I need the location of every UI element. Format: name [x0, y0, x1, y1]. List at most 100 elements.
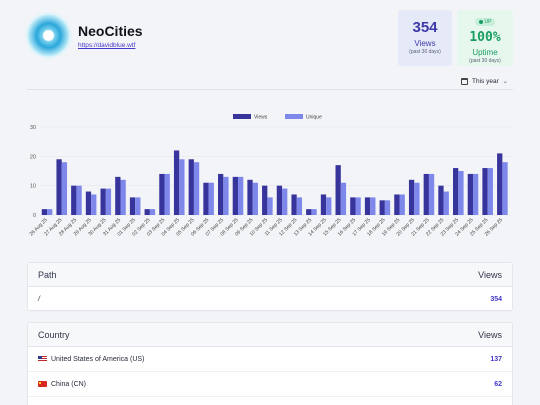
site-name: NeoCities	[78, 23, 143, 39]
bar-unique	[164, 173, 170, 215]
bar-views	[71, 185, 77, 215]
bar-views	[364, 197, 371, 215]
country-cell: China (CN)	[51, 380, 87, 388]
period-label: This year	[472, 78, 499, 85]
bar-unique	[223, 176, 229, 215]
bar-views	[306, 209, 312, 215]
path-views-cell: 354	[490, 295, 502, 303]
bar-unique	[91, 194, 97, 215]
bar-unique	[472, 173, 479, 215]
views-label: Views	[414, 39, 436, 48]
bar-views	[467, 173, 473, 215]
bar-views	[188, 159, 194, 215]
table-row[interactable]: China (CN) 62	[28, 372, 512, 397]
path-column-header: Path	[38, 269, 57, 280]
y-tick-label: 0	[33, 213, 36, 219]
bar-views	[203, 182, 209, 215]
bar-views	[129, 197, 136, 215]
y-tick-label: 20	[30, 154, 36, 160]
bar-views	[350, 197, 356, 215]
views-count: 354	[412, 19, 438, 36]
bar-views	[394, 194, 400, 215]
bar-views	[497, 153, 503, 215]
bar-views	[232, 176, 238, 215]
cn-flag-icon	[38, 381, 47, 387]
bar-unique	[340, 182, 347, 215]
bar-views	[218, 173, 224, 215]
bar-unique	[355, 197, 361, 215]
bar-unique	[237, 176, 244, 215]
period-dropdown[interactable]: This year ⌄	[461, 78, 508, 85]
bar-unique	[370, 197, 376, 215]
bar-unique	[135, 197, 141, 215]
country-views-cell: 137	[490, 355, 502, 363]
bar-views	[41, 209, 48, 215]
bar-views	[482, 168, 488, 215]
header-divider	[27, 89, 513, 90]
paths-table: Path Views / 354	[27, 262, 513, 312]
status-dot-icon	[478, 19, 483, 24]
bar-views	[408, 179, 415, 215]
bar-unique	[443, 191, 449, 215]
bar-unique	[120, 179, 126, 215]
bar-unique	[76, 185, 82, 215]
bar-views	[173, 150, 180, 215]
views-period: (past 30 days)	[409, 49, 441, 55]
countries-table: Country Views United States of America (…	[27, 322, 513, 405]
bar-unique	[428, 173, 435, 215]
bar-unique	[193, 162, 200, 215]
chevron-down-icon: ⌄	[502, 79, 508, 85]
uptime-period: (past 30 days)	[469, 58, 501, 64]
bar-views	[115, 176, 121, 215]
bar-unique	[105, 188, 112, 215]
bar-unique	[61, 162, 68, 215]
uptime-stat-card: UP 100% Uptime (past 30 days)	[457, 10, 513, 66]
table-row[interactable]: United States of America (US) 137	[28, 347, 512, 372]
us-flag-icon	[38, 356, 47, 362]
legend-swatch	[285, 114, 303, 119]
bar-views	[56, 159, 62, 215]
paths-table-header: Path Views	[28, 263, 512, 287]
bar-unique	[487, 168, 493, 215]
y-tick-label: 10	[30, 184, 36, 190]
country-views-column-header: Views	[478, 329, 502, 340]
bar-unique	[399, 194, 405, 215]
bar-unique	[384, 200, 391, 215]
legend-label: Unique	[306, 115, 322, 121]
bar-unique	[414, 182, 420, 215]
path-cell: /	[38, 295, 40, 303]
site-url-link[interactable]: https://davidblue.wtf	[78, 42, 136, 49]
bar-unique	[179, 159, 185, 215]
legend-swatch	[233, 114, 251, 119]
bar-views	[423, 173, 429, 215]
bar-unique	[208, 182, 214, 215]
bar-views	[291, 194, 297, 215]
bar-views	[379, 200, 385, 215]
bar-unique	[149, 209, 156, 215]
bar-unique	[252, 182, 258, 215]
bar-unique	[458, 171, 464, 215]
bar-unique	[311, 209, 317, 215]
calendar-icon	[461, 78, 468, 85]
bar-views	[159, 173, 165, 215]
bar-views	[100, 188, 106, 215]
country-column-header: Country	[38, 329, 70, 340]
status-badge: UP	[474, 18, 496, 26]
bar-views	[276, 185, 283, 215]
legend-label: Views	[254, 115, 268, 121]
site-logo	[27, 14, 70, 57]
uptime-label: Uptime	[472, 48, 498, 57]
bar-unique	[282, 188, 288, 215]
y-tick-label: 30	[30, 125, 36, 131]
bar-unique	[502, 162, 508, 215]
bar-views	[335, 165, 341, 215]
views-stat-card: 354 Views (past 30 days)	[398, 10, 452, 66]
bar-views	[85, 191, 92, 215]
bar-views	[320, 194, 327, 215]
country-views-cell: 62	[494, 380, 502, 388]
status-badge-label: UP	[484, 19, 492, 25]
table-row[interactable]: / 354	[28, 287, 512, 312]
bar-views	[453, 168, 459, 215]
countries-table-header: Country Views	[28, 323, 512, 347]
